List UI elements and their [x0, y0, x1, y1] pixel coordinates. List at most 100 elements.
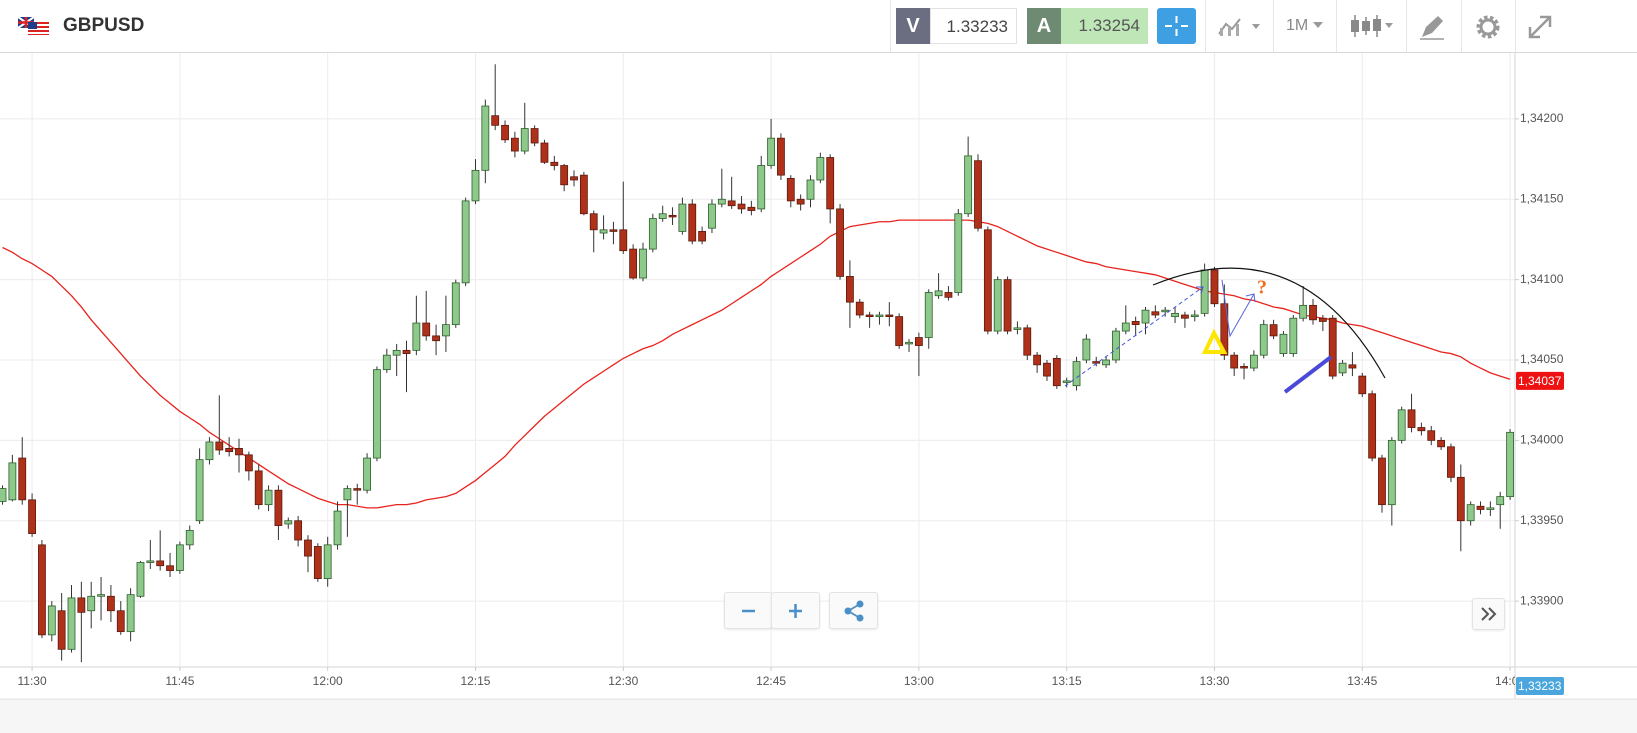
candle-body-up	[47, 605, 56, 636]
separator	[1336, 0, 1337, 52]
candle-body-up	[97, 594, 105, 597]
grid	[0, 53, 1515, 667]
candle-body-down	[1437, 439, 1446, 448]
sell-price[interactable]: 1.33233	[930, 8, 1017, 44]
candle-body-down	[727, 200, 736, 207]
x-tick-label: 12:15	[460, 674, 490, 688]
candle-body-down	[1230, 354, 1239, 369]
candle-body-up	[767, 137, 775, 166]
annotation: ?	[1257, 277, 1267, 299]
arc-drawing	[1152, 267, 1386, 379]
candle-body-down	[619, 229, 628, 252]
x-tick-label: 12:00	[313, 674, 343, 688]
minus-icon	[742, 609, 755, 613]
candle-body-up	[8, 462, 17, 501]
candle-body-down	[1476, 505, 1485, 510]
buy-price[interactable]: 1.33254	[1061, 8, 1148, 44]
candle-body-down	[579, 174, 588, 215]
arrow-head	[1196, 286, 1204, 295]
candle-body-down	[1092, 361, 1101, 364]
draw-tool-button[interactable]	[1418, 13, 1446, 41]
candle-body-up	[648, 218, 657, 250]
candle-body-up	[1289, 317, 1298, 354]
plot-area	[0, 64, 1514, 663]
candle-body-down	[698, 231, 707, 242]
candle-body-down	[1043, 362, 1051, 377]
candle-body-down	[274, 489, 283, 526]
symbol: GBPUSD	[63, 15, 145, 36]
candle-body-up	[875, 314, 884, 318]
price-tag-label: 1,34037	[1518, 374, 1562, 388]
candle-body-down	[225, 448, 234, 453]
candle-body-up	[205, 441, 214, 461]
candle-body-down	[313, 546, 322, 579]
candle-body-down	[944, 292, 953, 298]
candle-body-down	[353, 488, 362, 491]
buy-tag[interactable]: A	[1027, 8, 1061, 44]
candle-body-up	[126, 594, 135, 633]
candle-body-up	[1506, 431, 1514, 498]
share-button[interactable]	[829, 592, 878, 629]
candle-body-down	[1033, 354, 1042, 366]
timeframe[interactable]: 1M	[1286, 17, 1309, 34]
candle-body-down	[156, 560, 165, 567]
candle-body-up	[934, 290, 943, 297]
candle-body-down	[28, 499, 36, 534]
x-tick-label: 13:00	[904, 674, 934, 688]
candle-body-down	[294, 520, 303, 541]
candle-body-down	[668, 214, 677, 218]
candle-body-up	[717, 198, 726, 205]
candle-body-down	[540, 142, 549, 163]
candle-body-up	[373, 369, 381, 459]
y-tick-label: 1,34100	[1520, 272, 1564, 286]
candle-body-up	[599, 229, 608, 234]
candle-body-down	[1003, 279, 1012, 332]
candle-body-down	[1368, 393, 1377, 459]
price-labels: 1,34037 1,33233	[1516, 371, 1564, 695]
candle-body-down	[38, 544, 46, 636]
sell-tag[interactable]: V	[896, 8, 930, 44]
flag-icon	[18, 17, 49, 35]
candle-body-down	[116, 610, 125, 633]
candle-body-down	[1348, 364, 1357, 369]
moving-average-line	[2, 219, 1511, 509]
scroll-right-button[interactable]	[1472, 598, 1505, 630]
candle-body-down	[560, 165, 569, 186]
candle-body-up	[442, 324, 450, 337]
crosshair-button[interactable]	[1157, 8, 1196, 44]
zoom-in-button[interactable]	[771, 592, 820, 629]
candle-body-up	[1190, 314, 1199, 318]
candle-body-up	[1338, 362, 1347, 374]
y-tick-label: 1,34150	[1520, 191, 1564, 205]
y-tick-label: 1,33900	[1520, 593, 1564, 607]
candle-body-down	[1052, 357, 1061, 387]
candle-body-up	[1141, 309, 1150, 324]
crosshair-icon	[1165, 16, 1188, 36]
candle-body-up	[363, 457, 371, 491]
candle-body-down	[629, 248, 638, 279]
candle-body-up	[412, 322, 421, 351]
settings-button[interactable]	[1474, 13, 1502, 41]
candle-body-down	[895, 316, 904, 346]
candle-body-up	[481, 105, 490, 171]
chart-type-button[interactable]	[1216, 14, 1264, 38]
projection-arrow	[1221, 279, 1255, 338]
candle-body-up	[195, 459, 204, 522]
candle-body-up	[175, 544, 184, 571]
price-tag-label: 1,33233	[1518, 679, 1562, 693]
candle-style-button[interactable]	[1348, 12, 1396, 40]
zoom-out-button[interactable]	[724, 592, 772, 629]
candle-body-up	[954, 213, 963, 293]
fullscreen-button[interactable]	[1526, 13, 1554, 41]
candle-body-down	[1023, 327, 1032, 356]
line-drawing	[1283, 355, 1333, 394]
price-tag	[1516, 677, 1564, 695]
candle-body-down	[432, 335, 440, 342]
share-icon	[844, 600, 864, 622]
candle-body-down	[974, 160, 982, 229]
candle-body-up	[1259, 324, 1268, 356]
bottom-strip	[0, 699, 1637, 733]
candle-body-up	[1279, 333, 1288, 354]
candle-body-up	[816, 157, 825, 181]
